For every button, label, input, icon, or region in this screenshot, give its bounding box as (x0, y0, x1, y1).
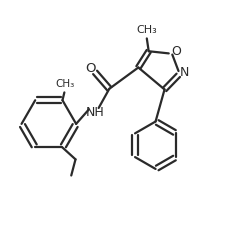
Text: O: O (85, 62, 96, 75)
Text: N: N (180, 66, 190, 79)
Text: CH₃: CH₃ (55, 79, 74, 89)
Text: O: O (171, 45, 181, 58)
Text: CH₃: CH₃ (136, 25, 157, 35)
Text: NH: NH (86, 105, 104, 119)
